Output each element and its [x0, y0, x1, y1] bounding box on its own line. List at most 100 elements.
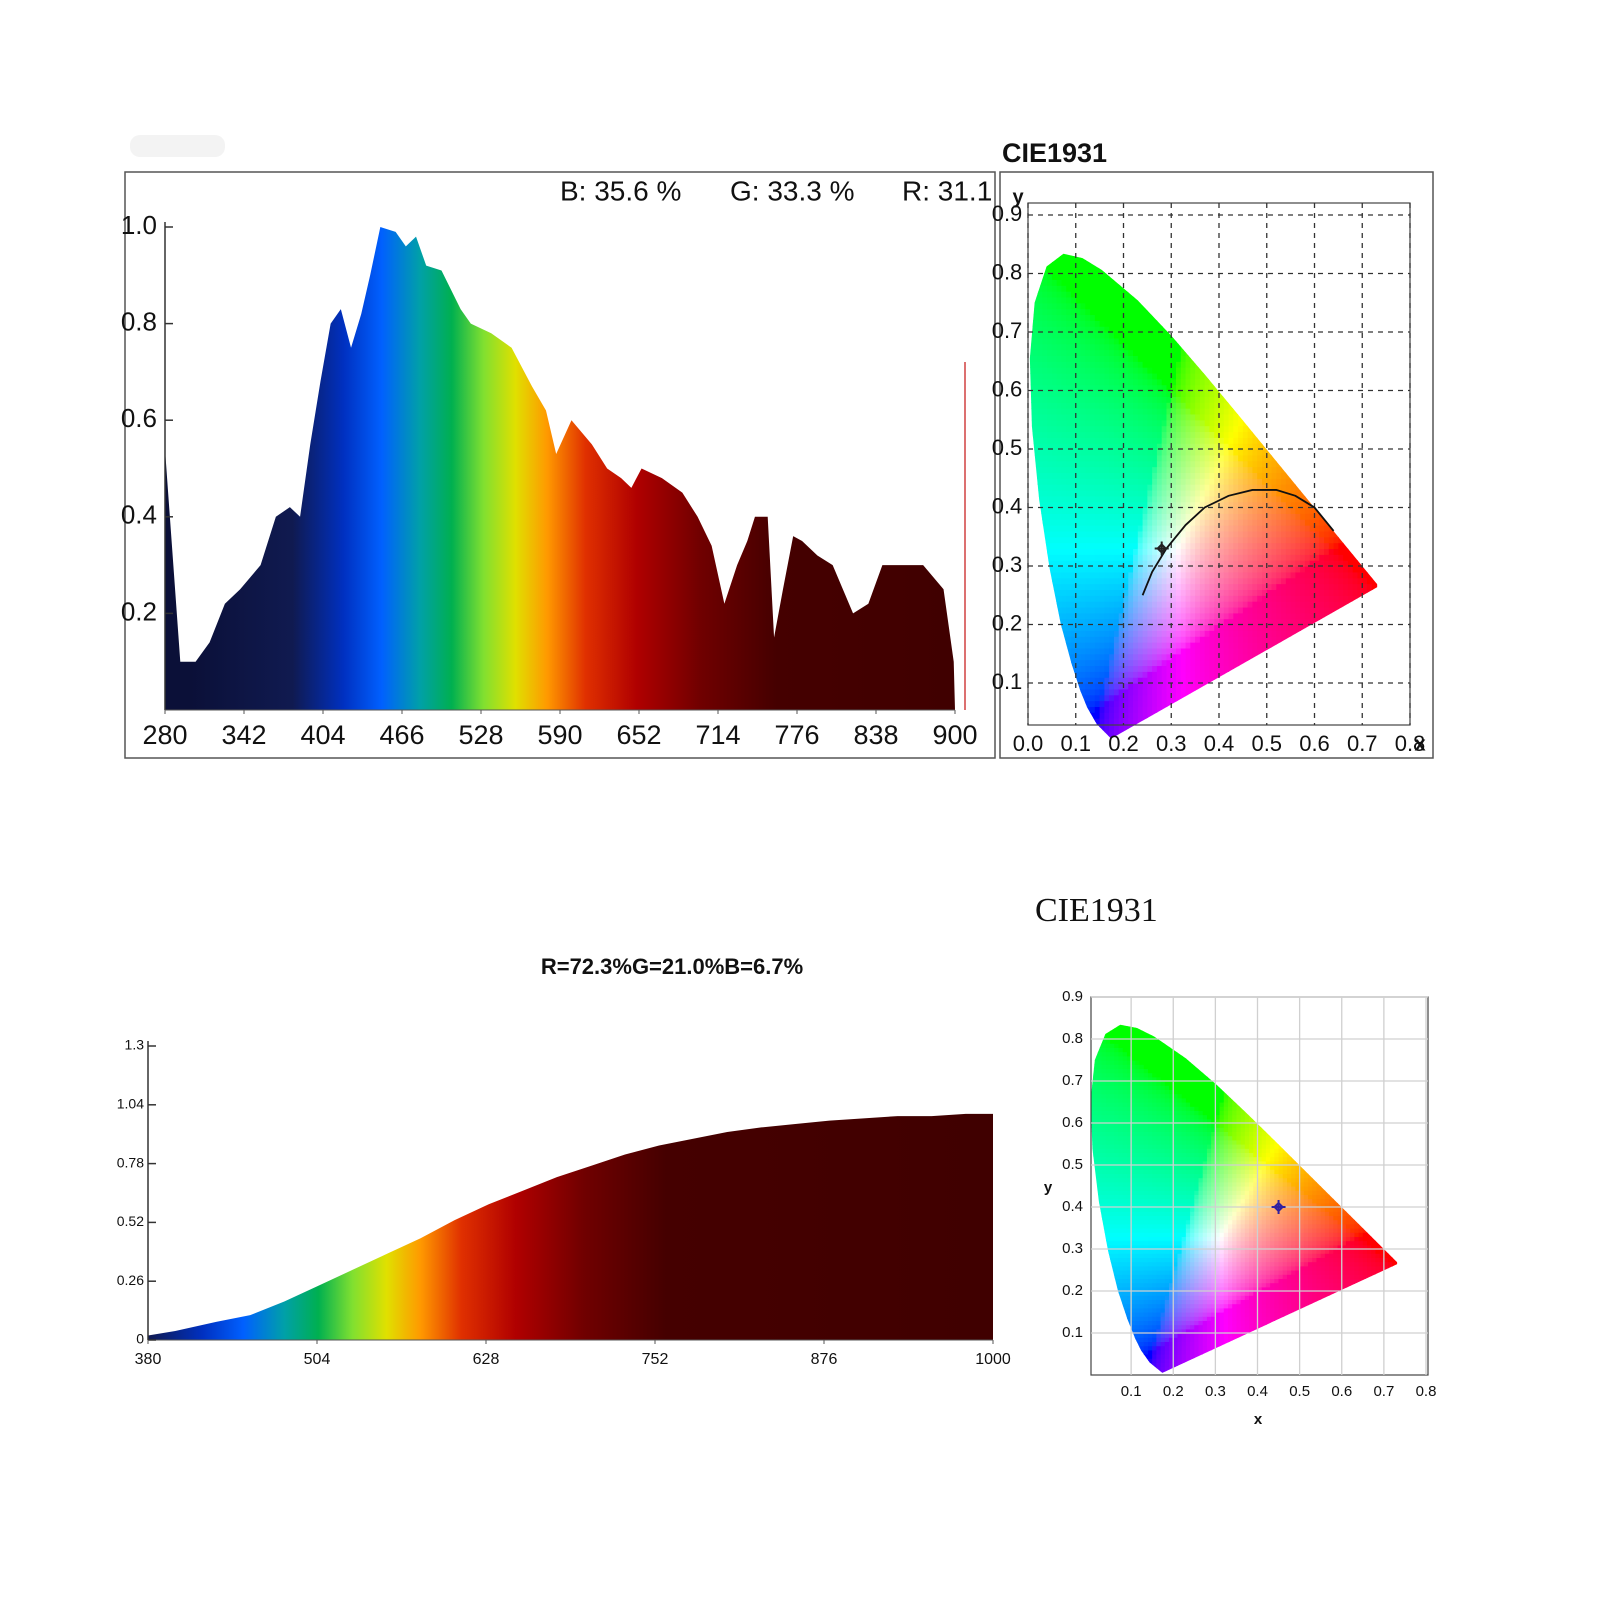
color-cell [1164, 1228, 1170, 1233]
color-cell [1164, 1257, 1170, 1263]
color-cell [1142, 530, 1148, 538]
color-cell [1276, 484, 1282, 491]
color-cell [1147, 1274, 1153, 1279]
color-cell [1233, 618, 1239, 626]
color-cell [1085, 431, 1091, 438]
color-cell [1147, 1312, 1153, 1317]
color-cell [1147, 1362, 1153, 1368]
color-cell [1169, 1135, 1174, 1141]
color-cell [1110, 1055, 1115, 1061]
color-cell [1113, 349, 1120, 356]
color-cell [1113, 291, 1120, 298]
color-cell [1147, 443, 1153, 450]
color-cell [1075, 513, 1082, 520]
color-cell [1139, 1215, 1145, 1221]
color-cell [1114, 1051, 1120, 1057]
color-cell [1156, 1198, 1162, 1204]
color-cell [1104, 454, 1110, 462]
color-cell [1285, 636, 1292, 643]
color-cell [1142, 437, 1148, 444]
color-cell [1152, 413, 1158, 421]
color-cell [1110, 1215, 1115, 1221]
color-cell [1271, 542, 1277, 550]
color-cell [1056, 367, 1063, 374]
color-cell [1242, 513, 1249, 520]
color-cell [1051, 577, 1058, 585]
color-cell [1114, 1039, 1120, 1044]
color-cell [1171, 618, 1177, 626]
color-cell [1285, 495, 1292, 503]
color-cell [1214, 390, 1220, 397]
color-cell [1061, 255, 1067, 263]
color-cell [1160, 1228, 1166, 1233]
color-cell [1214, 560, 1220, 567]
color-cell [1164, 1261, 1170, 1267]
color-cell [1135, 1072, 1141, 1078]
color-cell [1169, 1286, 1174, 1292]
color-cell [1066, 355, 1072, 362]
color-cell [1066, 612, 1072, 620]
color-cell [1252, 601, 1258, 608]
color-cell [1090, 530, 1096, 538]
color-cell [1075, 583, 1082, 590]
color-cell [1285, 519, 1292, 526]
color-cell [1047, 437, 1053, 444]
color-cell [1109, 513, 1115, 520]
color-cell [1169, 1354, 1174, 1359]
color-cell [1164, 1349, 1170, 1355]
color-cell [1070, 624, 1077, 631]
color-cell [1113, 425, 1120, 433]
color-cell [1099, 718, 1105, 725]
color-cell [1347, 554, 1354, 561]
color-cell [1139, 1051, 1145, 1057]
color-cell [1126, 1240, 1132, 1246]
color-cell [1070, 273, 1077, 280]
color-cell [1219, 466, 1225, 473]
color-cell [1304, 554, 1311, 561]
color-cell [1094, 413, 1101, 421]
color-cell [1169, 1123, 1174, 1128]
color-cell [1180, 671, 1187, 678]
color-cell [1238, 659, 1244, 667]
color-cell [1161, 642, 1168, 649]
color-cell [1109, 337, 1115, 345]
color-cell [1238, 525, 1244, 532]
color-cell [1166, 332, 1172, 339]
color-cell [1143, 1089, 1149, 1095]
color-cell [1152, 1123, 1157, 1128]
color-cell [1080, 583, 1086, 590]
color-cell [1133, 378, 1139, 386]
color-cell [1219, 536, 1225, 544]
color-cell [1090, 694, 1096, 702]
color-cell [1169, 1358, 1174, 1363]
color-cell [1123, 443, 1129, 450]
color-cell [1090, 285, 1096, 292]
color-cell [1118, 1076, 1124, 1082]
color-cell [1266, 612, 1273, 620]
color-cell [1204, 466, 1211, 473]
color-cell [1075, 332, 1082, 339]
color-cell [1093, 1127, 1099, 1132]
color-cell [1066, 460, 1072, 468]
color-cell [1123, 478, 1129, 485]
color-cell [1219, 612, 1225, 620]
color-cell [1185, 560, 1191, 567]
color-cell [1173, 1366, 1179, 1372]
color-cell [1147, 1337, 1153, 1342]
color-cell [1123, 683, 1129, 690]
color-cell [1042, 267, 1048, 275]
color-cell [1126, 1190, 1132, 1195]
color-cell [1110, 1106, 1115, 1111]
color-cell [1147, 1131, 1153, 1137]
color-cell [1101, 1228, 1107, 1233]
color-cell [1152, 1324, 1157, 1330]
color-cell [1166, 589, 1172, 596]
color-cell [1233, 495, 1239, 503]
color-cell [1164, 1097, 1170, 1103]
color-cell [1133, 396, 1139, 403]
color-cell [1131, 1257, 1136, 1263]
color-cell [1126, 1064, 1132, 1069]
color-cell [1080, 437, 1086, 444]
color-cell [1300, 601, 1306, 608]
color-cell [1169, 1291, 1174, 1296]
